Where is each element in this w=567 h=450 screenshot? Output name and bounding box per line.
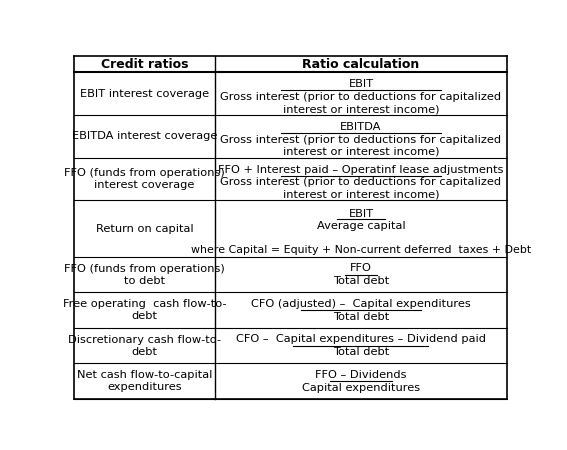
Text: Discretionary cash flow-to-
debt: Discretionary cash flow-to- debt: [68, 334, 221, 357]
Text: EBITDA: EBITDA: [340, 122, 382, 132]
Text: FFO – Dividends: FFO – Dividends: [315, 369, 407, 380]
Text: FFO (funds from operations)
to debt: FFO (funds from operations) to debt: [64, 264, 225, 286]
Text: Free operating  cash flow-to-
debt: Free operating cash flow-to- debt: [62, 299, 226, 321]
Text: EBIT: EBIT: [349, 209, 374, 219]
Text: Total debt: Total debt: [333, 347, 389, 357]
Text: Credit ratios: Credit ratios: [100, 58, 188, 71]
Text: CFO (adjusted) –  Capital expenditures: CFO (adjusted) – Capital expenditures: [251, 299, 471, 309]
Text: FFO: FFO: [350, 263, 372, 273]
Text: Gross interest (prior to deductions for capitalized
interest or interest income): Gross interest (prior to deductions for …: [221, 92, 502, 114]
Text: Capital expenditures: Capital expenditures: [302, 383, 420, 393]
Text: FFO (funds from operations)
interest coverage: FFO (funds from operations) interest cov…: [64, 168, 225, 190]
Text: Gross interest (prior to deductions for capitalized
interest or interest income): Gross interest (prior to deductions for …: [221, 177, 502, 199]
Text: Gross interest (prior to deductions for capitalized
interest or interest income): Gross interest (prior to deductions for …: [221, 135, 502, 157]
Text: where Capital = Equity + Non-current deferred  taxes + Debt: where Capital = Equity + Non-current def…: [191, 245, 531, 255]
Text: EBITDA interest coverage: EBITDA interest coverage: [71, 131, 217, 141]
Text: CFO –  Capital expenditures – Dividend paid: CFO – Capital expenditures – Dividend pa…: [236, 334, 486, 344]
Text: Average capital: Average capital: [317, 221, 405, 231]
Text: Return on capital: Return on capital: [96, 224, 193, 234]
Text: FFO + Interest paid – Operatinf lease adjustments: FFO + Interest paid – Operatinf lease ad…: [218, 165, 503, 175]
Text: Total debt: Total debt: [333, 312, 389, 322]
Text: Net cash flow-to-capital
expenditures: Net cash flow-to-capital expenditures: [77, 370, 212, 392]
Text: Ratio calculation: Ratio calculation: [302, 58, 420, 71]
Text: EBIT interest coverage: EBIT interest coverage: [80, 89, 209, 99]
Text: EBIT: EBIT: [349, 79, 374, 90]
Text: Total debt: Total debt: [333, 276, 389, 286]
